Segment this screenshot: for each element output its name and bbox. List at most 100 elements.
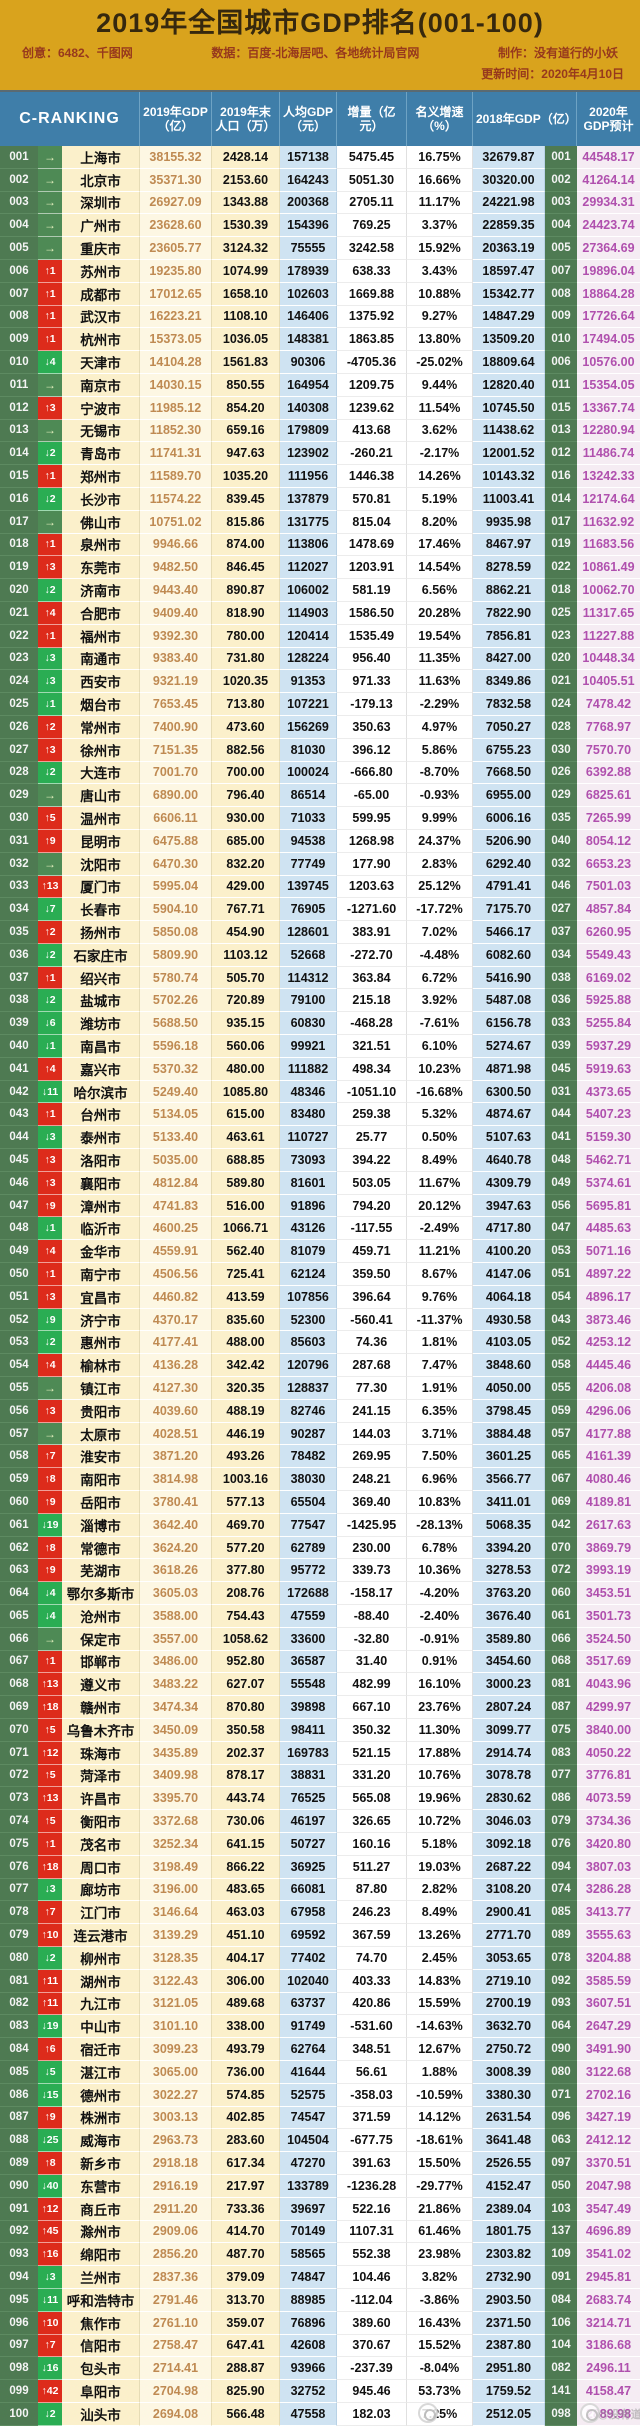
population-cell: 493.79	[212, 2038, 280, 2061]
table-row: 061 ↓19 淄博市 3642.40 469.70 77547 -1425.9…	[0, 1513, 640, 1537]
table-row: 035 ↑2 扬州市 5850.08 454.90 128601 383.91 …	[0, 921, 640, 944]
gdp-increment-cell: -531.60	[337, 2015, 407, 2039]
city-name-cell: 济南市	[62, 579, 140, 602]
population-cell: 493.26	[212, 1445, 280, 1469]
rank-change-cell: ↓40	[38, 2174, 62, 2198]
rank-2019-cell: 030	[0, 807, 38, 830]
population-cell: 1343.88	[212, 191, 280, 215]
population-cell: 1020.35	[212, 670, 280, 694]
table-row: 001 → 上海市 38155.32 2428.14 157138 5475.4…	[0, 146, 640, 169]
rank-change-cell: ↓2	[38, 579, 62, 602]
nominal-growth-cell: 7.02%	[407, 921, 473, 944]
gdp-2018-cell: 5274.67	[473, 1035, 545, 1058]
table-row: 026 ↑2 常州市 7400.90 473.60 156269 350.63 …	[0, 715, 640, 739]
per-capita-gdp-cell: 48346	[280, 1080, 337, 1104]
nominal-growth-cell: 10.36%	[407, 1559, 473, 1583]
gdp-increment-cell: 394.22	[337, 1149, 407, 1172]
population-cell: 1036.05	[212, 328, 280, 352]
gdp-2019-cell: 19235.80	[140, 259, 212, 283]
table-row: 068 ↑13 遵义市 3483.22 627.07 55548 482.99 …	[0, 1673, 640, 1697]
rank-2019-cell: 078	[0, 1901, 38, 1925]
table-row: 075 ↑1 茂名市 3252.34 641.15 50727 160.16 5…	[0, 1832, 640, 1856]
gdp-increment-cell: 2705.11	[337, 191, 407, 215]
rank-2019-cell: 052	[0, 1308, 38, 1332]
per-capita-gdp-cell: 77749	[280, 852, 337, 876]
gdp-2020-forecast-cell: 12280.94	[577, 419, 640, 443]
per-capita-gdp-cell: 169783	[280, 1741, 337, 1765]
population-cell: 208.76	[212, 1582, 280, 1605]
rank-2019-cell: 064	[0, 1582, 38, 1605]
table-row: 038 ↓2 盐城市 5702.26 720.89 79100 215.18 3…	[0, 989, 640, 1013]
gdp-increment-cell: -260.21	[337, 442, 407, 466]
rank-change-cell: ↑3	[38, 396, 62, 420]
rank-change-cell: ↓6	[38, 1012, 62, 1036]
gdp-increment-cell: 396.64	[337, 1285, 407, 1309]
rank-2019-cell: 042	[0, 1080, 38, 1104]
nominal-growth-cell: 16.75%	[407, 146, 473, 169]
rank-2019-cell: 068	[0, 1673, 38, 1697]
gdp-2019-cell: 3624.20	[140, 1536, 212, 1560]
table-row: 017 → 佛山市 10751.02 815.86 131775 815.04 …	[0, 510, 640, 534]
gdp-2019-cell: 3557.00	[140, 1627, 212, 1651]
rank-2018-cell: 031	[545, 1080, 577, 1104]
gdp-2018-cell: 3947.63	[473, 1194, 545, 1218]
gdp-2019-cell: 9482.50	[140, 556, 212, 580]
per-capita-gdp-cell: 76905	[280, 898, 337, 922]
per-capita-gdp-cell: 128837	[280, 1377, 337, 1400]
rank-2019-cell: 063	[0, 1559, 38, 1583]
rank-2018-cell: 008	[545, 282, 577, 306]
rank-2019-cell: 096	[0, 2311, 38, 2335]
rank-2019-cell: 026	[0, 715, 38, 739]
gdp-2020-forecast-cell: 4080.46	[577, 1468, 640, 1492]
rank-2018-cell: 046	[545, 875, 577, 899]
table-row: 050 ↑1 南宁市 4506.56 725.41 62124 359.50 8…	[0, 1263, 640, 1286]
gdp-increment-cell: 1375.92	[337, 305, 407, 329]
table-row: 060 ↑9 岳阳市 3780.41 577.13 65504 369.40 1…	[0, 1491, 640, 1514]
rank-change-cell: ↓3	[38, 647, 62, 671]
table-row: 059 ↑8 南阳市 3814.98 1003.16 38030 248.21 …	[0, 1468, 640, 1492]
nominal-growth-cell: 9.44%	[407, 373, 473, 397]
gdp-increment-cell: -4705.36	[337, 351, 407, 374]
gdp-2018-cell: 11003.41	[473, 487, 545, 511]
rank-change-cell: ↑1	[38, 305, 62, 329]
per-capita-gdp-cell: 62764	[280, 2038, 337, 2061]
rank-change-cell: ↑1	[38, 465, 62, 488]
rank-2018-cell: 019	[545, 533, 577, 557]
per-capita-gdp-cell: 63737	[280, 1992, 337, 2016]
gdp-increment-cell: 420.86	[337, 1992, 407, 2016]
gdp-2019-cell: 5035.00	[140, 1149, 212, 1172]
rank-change-cell: ↑2	[38, 921, 62, 944]
gdp-increment-cell: 1203.63	[337, 875, 407, 899]
city-name-cell: 镇江市	[62, 1377, 140, 1400]
gdp-increment-cell: 522.16	[337, 2197, 407, 2221]
rank-change-cell: ↑4	[38, 601, 62, 625]
rank-change-cell: ↑1	[38, 282, 62, 306]
nominal-growth-cell: -2.49%	[407, 1217, 473, 1241]
rank-change-cell: ↓3	[38, 1126, 62, 1150]
city-name-cell: 郑州市	[62, 465, 140, 488]
gdp-2020-forecast-cell: 3585.59	[577, 1969, 640, 1993]
rank-2018-cell: 038	[545, 966, 577, 990]
rank-2019-cell: 077	[0, 1878, 38, 1902]
gdp-2019-cell: 3474.34	[140, 1696, 212, 1719]
rank-2018-cell: 096	[545, 2106, 577, 2130]
rank-2018-cell: 025	[545, 601, 577, 625]
rank-2019-cell: 006	[0, 259, 38, 283]
gdp-2018-cell: 12001.52	[473, 442, 545, 466]
rank-2018-cell: 050	[545, 2174, 577, 2198]
nominal-growth-cell: 3.37%	[407, 214, 473, 238]
gdp-2018-cell: 3053.65	[473, 1946, 545, 1970]
city-name-cell: 汕头市	[62, 2402, 140, 2426]
gdp-2018-cell: 12820.40	[473, 373, 545, 397]
gdp-2020-forecast-cell: 3807.03	[577, 1855, 640, 1879]
population-cell: 846.45	[212, 556, 280, 580]
gdp-2020-forecast-cell: 3873.46	[577, 1308, 640, 1332]
rank-change-cell: ↑5	[38, 1810, 62, 1833]
nominal-growth-cell: 3.43%	[407, 259, 473, 283]
rank-change-cell: →	[38, 373, 62, 397]
gdp-2020-forecast-cell: 2683.74	[577, 2288, 640, 2312]
rank-2018-cell: 086	[545, 1787, 577, 1811]
table-row: 056 ↑3 贵阳市 4039.60 488.19 82746 241.15 6…	[0, 1399, 640, 1423]
population-cell: 454.90	[212, 921, 280, 944]
nominal-growth-cell: 16.43%	[407, 2311, 473, 2335]
